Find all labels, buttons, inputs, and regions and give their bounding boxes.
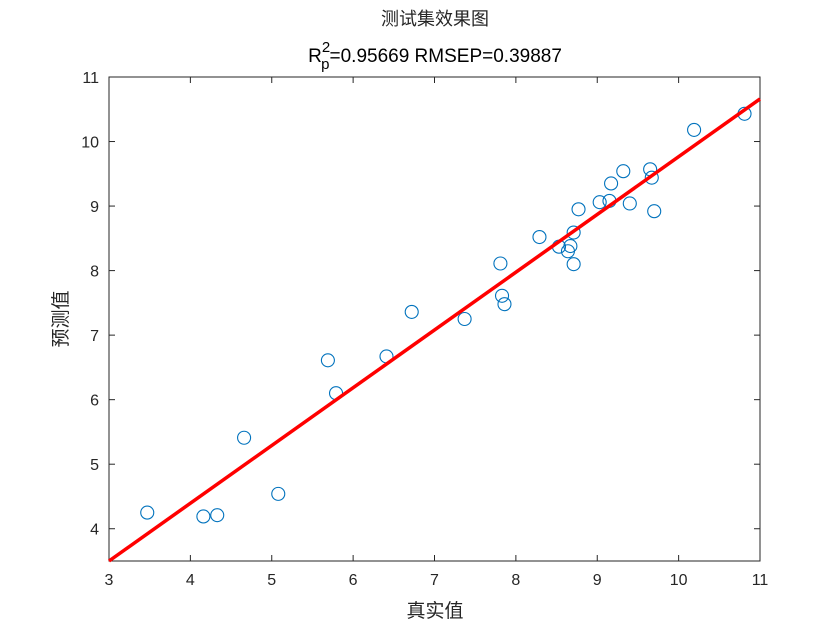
data-point xyxy=(404,304,419,319)
x-tick-label: 11 xyxy=(752,572,769,589)
y-tick-label: 6 xyxy=(90,393,99,410)
x-axis-ticks: 3 4 5 6 7 8 9 10 11 xyxy=(105,77,769,589)
subtitle-superscript: 2 xyxy=(322,39,330,56)
x-tick-label: 8 xyxy=(511,572,520,589)
chart-titles: 测试集效果图 R2 p=0.95669 RMSEP=0.39887 xyxy=(308,9,562,73)
data-point xyxy=(494,288,510,303)
data-point xyxy=(532,229,547,245)
subtitle-metrics: =0.95669 RMSEP=0.39887 xyxy=(330,46,562,67)
y-tick-label: 10 xyxy=(81,135,99,152)
x-tick-label: 4 xyxy=(186,572,195,589)
data-point xyxy=(566,225,581,240)
y-axis-label: 预测值 xyxy=(50,290,72,347)
data-point xyxy=(592,195,607,210)
x-tick-label: 3 xyxy=(105,572,114,589)
y-tick-label: 11 xyxy=(82,70,99,87)
data-point xyxy=(644,170,659,185)
fit-line-group xyxy=(107,97,762,563)
data-point xyxy=(571,202,586,217)
data-point xyxy=(497,297,512,312)
data-point xyxy=(563,239,578,254)
data-point xyxy=(271,486,286,501)
data-point xyxy=(457,311,472,327)
data-point xyxy=(140,505,155,520)
data-points xyxy=(140,106,752,524)
y-tick-label: 7 xyxy=(90,328,99,345)
data-point xyxy=(320,353,335,368)
x-tick-label: 7 xyxy=(430,572,439,589)
subtitle-subscript: p xyxy=(321,56,329,73)
data-point xyxy=(687,122,702,137)
data-point xyxy=(647,204,662,219)
y-tick-label: 8 xyxy=(90,264,99,281)
data-point xyxy=(566,257,581,272)
data-point xyxy=(237,430,252,445)
y-tick-label: 5 xyxy=(90,457,99,474)
chart-subtitle: R2 p=0.95669 RMSEP=0.39887 xyxy=(308,39,562,73)
data-point xyxy=(622,196,637,211)
data-point xyxy=(616,164,631,179)
y-tick-label: 9 xyxy=(90,199,99,216)
x-tick-label: 9 xyxy=(593,572,602,589)
plot-area xyxy=(108,76,761,562)
data-point xyxy=(493,256,508,271)
fit-line xyxy=(107,97,762,563)
x-axis-label: 真实值 xyxy=(406,600,463,622)
y-axis-ticks: 4 5 6 7 8 9 10 11 xyxy=(81,70,760,539)
data-point xyxy=(604,176,619,191)
data-point xyxy=(196,509,211,524)
chart-title: 测试集效果图 xyxy=(381,9,489,30)
x-tick-label: 5 xyxy=(267,572,276,589)
y-tick-label: 4 xyxy=(90,522,99,539)
data-point xyxy=(210,508,225,523)
subtitle-r-symbol: R xyxy=(308,46,322,67)
x-tick-label: 10 xyxy=(670,572,688,589)
x-tick-label: 6 xyxy=(349,572,358,589)
